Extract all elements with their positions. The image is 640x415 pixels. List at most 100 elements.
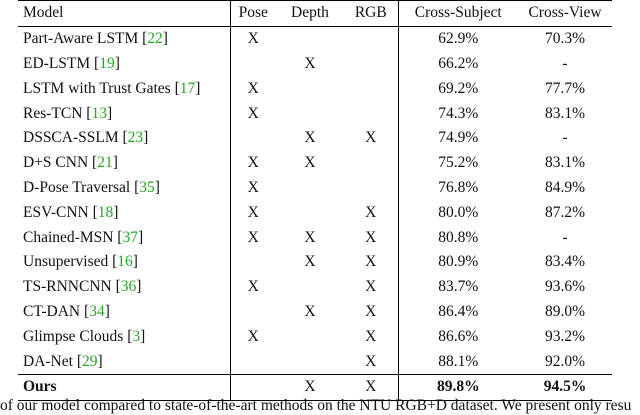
cross-view-cell: 83.1% bbox=[544, 154, 586, 172]
table-row: Glimpse Clouds [3] X X 86.6% 93.2% bbox=[18, 324, 612, 350]
cross-view-cell: 83.1% bbox=[544, 104, 586, 122]
table-row: ED-LSTM [19] X 66.2% - bbox=[18, 51, 612, 77]
results-table-container: Model Pose Depth RGB Cross-Subject Cross… bbox=[18, 0, 640, 401]
pose-cell: X bbox=[247, 327, 259, 345]
ours-depth-cell: X bbox=[276, 373, 344, 401]
model-name: Part-Aware LSTM bbox=[23, 30, 139, 48]
rgb-cell: X bbox=[344, 274, 399, 300]
depth-cell bbox=[276, 176, 344, 201]
ours-cross-view-cell: 94.5% bbox=[518, 373, 612, 401]
table-row: Res-TCN [13] X 74.3% 83.1% bbox=[18, 101, 612, 126]
pose-cell: X bbox=[247, 203, 259, 221]
pose-cell: X bbox=[247, 104, 259, 122]
model-name: Glimpse Clouds bbox=[23, 327, 124, 345]
cross-view-cell: - bbox=[562, 228, 568, 246]
rgb-cell bbox=[344, 51, 399, 77]
citation-link[interactable]: 29 bbox=[81, 352, 98, 370]
cross-view-cell: 93.6% bbox=[544, 278, 586, 296]
citation-link[interactable]: 21 bbox=[97, 154, 113, 172]
table-caption: of our model compared to state-of-the-ar… bbox=[0, 397, 632, 414]
cross-subject-cell: 88.1% bbox=[438, 352, 479, 370]
citation-link[interactable]: 19 bbox=[99, 54, 115, 72]
table-row: TS-RNNCNN [36] X X 83.7% 93.6% bbox=[18, 274, 612, 300]
model-name: LSTM with Trust Gates bbox=[23, 79, 171, 97]
pose-cell: X bbox=[247, 178, 259, 196]
table-row: LSTM with Trust Gates [17] X 69.2% 77.7% bbox=[18, 76, 612, 102]
cross-subject-cell: 80.9% bbox=[438, 253, 479, 271]
model-name: D-Pose Traversal bbox=[23, 178, 131, 196]
cross-view-cell: - bbox=[562, 129, 568, 147]
cross-subject-cell: 86.6% bbox=[438, 327, 479, 345]
header-model: Model bbox=[18, 0, 231, 27]
table-row: Chained-MSN [37] X X X 80.8% - bbox=[18, 225, 612, 250]
depth-cell bbox=[276, 76, 344, 101]
rgb-cell: X bbox=[344, 125, 399, 151]
citation-link[interactable]: 13 bbox=[91, 104, 107, 122]
citation-link[interactable]: 35 bbox=[139, 178, 155, 196]
header-depth: Depth bbox=[276, 0, 344, 27]
model-name: DA-Net bbox=[23, 352, 73, 370]
header-cross-view: Cross-View bbox=[518, 0, 612, 27]
citation-link[interactable]: 16 bbox=[117, 253, 133, 271]
rgb-cell bbox=[344, 175, 399, 201]
cross-subject-cell: 66.2% bbox=[438, 54, 479, 72]
model-cell: DA-Net [29] bbox=[18, 349, 231, 375]
depth-cell bbox=[276, 275, 344, 300]
cross-subject-cell: 62.9% bbox=[438, 30, 479, 48]
model-cell: LSTM with Trust Gates [17] bbox=[18, 76, 231, 102]
rgb-cell: X bbox=[344, 349, 399, 375]
pose-cell bbox=[230, 52, 276, 77]
rgb-cell bbox=[344, 26, 399, 52]
ours-rgb-cell: X bbox=[344, 373, 399, 401]
rgb-cell: X bbox=[344, 225, 399, 250]
pose-cell bbox=[230, 300, 276, 325]
table-row: D-Pose Traversal [35] X 76.8% 84.9% bbox=[18, 175, 612, 201]
cross-subject-cell: 80.8% bbox=[438, 228, 479, 246]
model-cell: Chained-MSN [37] bbox=[18, 225, 231, 250]
table-row: D+S CNN [21] X X 75.2% 83.1% bbox=[18, 150, 612, 176]
model-name: Unsupervised bbox=[23, 253, 109, 271]
cross-view-cell: 89.0% bbox=[544, 302, 586, 320]
depth-cell: X bbox=[304, 154, 316, 172]
rgb-cell: X bbox=[344, 200, 399, 226]
citation-link[interactable]: 23 bbox=[127, 129, 144, 147]
citation-link[interactable]: 34 bbox=[89, 302, 105, 320]
cross-subject-cell: 83.7% bbox=[438, 278, 479, 296]
citation-link[interactable]: 37 bbox=[122, 228, 138, 246]
pose-cell: X bbox=[247, 278, 259, 296]
table-row: ESV-CNN [18] X X 80.0% 87.2% bbox=[18, 200, 612, 226]
results-table: Model Pose Depth RGB Cross-Subject Cross… bbox=[18, 0, 612, 401]
rgb-cell: X bbox=[344, 299, 399, 325]
depth-cell bbox=[276, 349, 344, 374]
cross-view-cell: 93.2% bbox=[544, 327, 586, 345]
pose-cell: X bbox=[247, 154, 259, 172]
cross-subject-cell: 69.2% bbox=[438, 79, 479, 97]
depth-cell: X bbox=[304, 302, 316, 320]
header-row: Model Pose Depth RGB Cross-Subject Cross… bbox=[18, 0, 612, 27]
model-name: CT-DAN bbox=[23, 302, 81, 320]
depth-cell: X bbox=[304, 253, 316, 271]
rgb-cell bbox=[344, 101, 399, 126]
ours-cross-subject-cell: 89.8% bbox=[398, 373, 518, 401]
citation-link[interactable]: 22 bbox=[147, 30, 163, 48]
citation-link[interactable]: 18 bbox=[97, 203, 114, 221]
cross-subject-cell: 80.0% bbox=[438, 203, 479, 221]
depth-cell: X bbox=[304, 54, 316, 72]
table-row: Unsupervised [16] X X 80.9% 83.4% bbox=[18, 249, 612, 275]
cross-subject-cell: 86.4% bbox=[438, 302, 479, 320]
citation-link[interactable]: 3 bbox=[132, 327, 141, 345]
model-name: D+S CNN bbox=[23, 154, 89, 172]
cross-view-cell: 92.0% bbox=[544, 352, 586, 370]
model-name: Res-TCN bbox=[23, 104, 83, 122]
model-name: DSSCA-SSLM bbox=[23, 129, 119, 147]
citation-link[interactable]: 17 bbox=[179, 79, 196, 97]
model-cell: DSSCA-SSLM [23] bbox=[18, 125, 231, 151]
cross-subject-cell: 74.3% bbox=[438, 104, 479, 122]
cross-view-cell: 77.7% bbox=[544, 79, 586, 97]
model-cell: ED-LSTM [19] bbox=[18, 51, 231, 77]
pose-cell: X bbox=[247, 30, 259, 48]
cross-subject-cell: 74.9% bbox=[438, 129, 479, 147]
cross-subject-cell: 75.2% bbox=[438, 154, 479, 172]
model-cell: Glimpse Clouds [3] bbox=[18, 324, 231, 350]
citation-link[interactable]: 36 bbox=[120, 278, 137, 296]
